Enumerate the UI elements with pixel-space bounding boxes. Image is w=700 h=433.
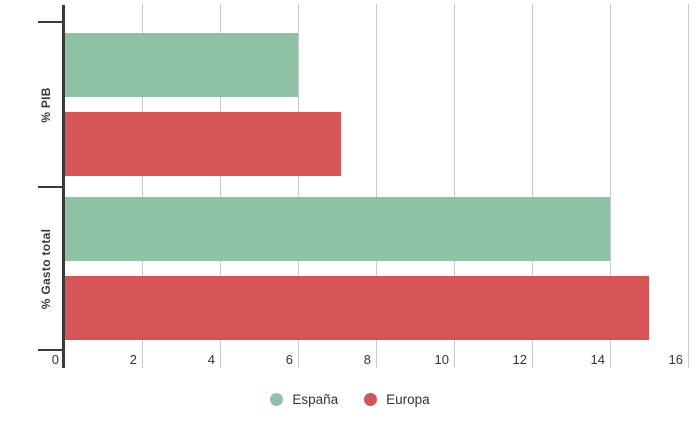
espana-swatch-icon [270, 393, 284, 406]
gridline-x-14 [610, 4, 611, 368]
legend-label-espana: España [292, 392, 339, 407]
gridline-x-6 [298, 4, 299, 368]
category-boundary-tick-2 [38, 349, 64, 351]
x-tick-label-6: 6 [285, 352, 293, 367]
gridline-x-4 [220, 4, 221, 368]
x-tick-label-12: 12 [512, 352, 527, 367]
legend: España Europa [0, 392, 700, 407]
y-category-label-1: % Gasto total [39, 228, 53, 309]
x-tick-label-2: 2 [129, 352, 137, 367]
x-tick-label-0: 0 [51, 352, 59, 367]
x-tick-label-8: 8 [363, 352, 371, 367]
y-category-label-0: % PIB [39, 86, 53, 123]
gridline-x-10 [454, 4, 455, 368]
x-tick-label-10: 10 [434, 352, 449, 367]
gridline-x-8 [376, 4, 377, 368]
bar-europa-0 [65, 112, 341, 176]
x-tick-label-4: 4 [207, 352, 215, 367]
gridline-x-2 [142, 4, 143, 368]
bar-españa-0 [65, 33, 298, 97]
legend-label-europa: Europa [386, 392, 430, 407]
gridline-x-12 [532, 4, 533, 368]
legend-item-europa[interactable]: Europa [364, 392, 430, 407]
europa-swatch-icon [364, 393, 378, 406]
legend-item-espana[interactable]: España [270, 392, 338, 407]
gridline-x-16 [688, 4, 689, 368]
category-boundary-tick-1 [38, 186, 64, 188]
category-boundary-tick-0 [38, 21, 64, 23]
bar-europa-1 [65, 276, 649, 340]
x-tick-label-14: 14 [590, 352, 605, 367]
bar-españa-1 [65, 197, 610, 261]
x-tick-label-16: 16 [668, 352, 683, 367]
